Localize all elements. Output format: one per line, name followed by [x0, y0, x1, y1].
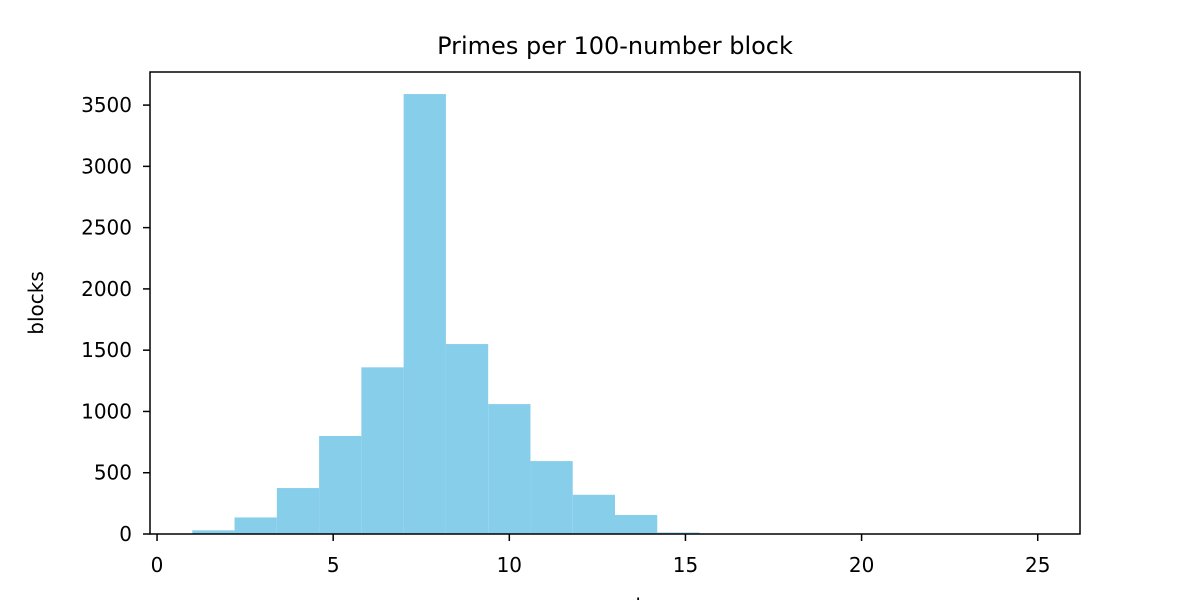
y-tick-label: 3000 [81, 154, 132, 178]
histogram-bar [404, 94, 446, 534]
histogram-bar [277, 488, 319, 534]
y-tick-label: 500 [94, 461, 132, 485]
x-tick-label: 0 [151, 553, 164, 577]
x-tick-label: 10 [497, 553, 522, 577]
y-tick-label: 2000 [81, 277, 132, 301]
y-tick-label: 3500 [81, 93, 132, 117]
x-tick-label: 25 [1025, 553, 1050, 577]
x-tick-label: 20 [849, 553, 874, 577]
y-tick-label: 2500 [81, 216, 132, 240]
plot-frame [150, 72, 1080, 534]
histogram-bar [446, 344, 488, 534]
histogram-bar [615, 515, 657, 534]
histogram-bar [530, 461, 572, 534]
histogram-bar [488, 404, 530, 534]
y-axis-label: blocks [24, 271, 48, 335]
x-axis-ticks: 0 5 10 15 20 25 [151, 534, 1051, 577]
y-tick-label: 0 [119, 522, 132, 546]
histogram-bar [361, 367, 403, 534]
y-tick-label: 1000 [81, 399, 132, 423]
bars-layer [192, 94, 1037, 534]
x-tick-label: 5 [327, 553, 340, 577]
x-axis-label: count [587, 593, 644, 600]
histogram-bar [319, 436, 361, 534]
chart-title: Primes per 100-number block [437, 32, 793, 60]
y-tick-label: 1500 [81, 338, 132, 362]
x-tick-label: 15 [673, 553, 698, 577]
histogram-bar [573, 495, 615, 534]
histogram-bar [235, 517, 277, 534]
y-axis-ticks: 0 500 1000 1500 2000 2500 3000 3500 [81, 93, 150, 546]
